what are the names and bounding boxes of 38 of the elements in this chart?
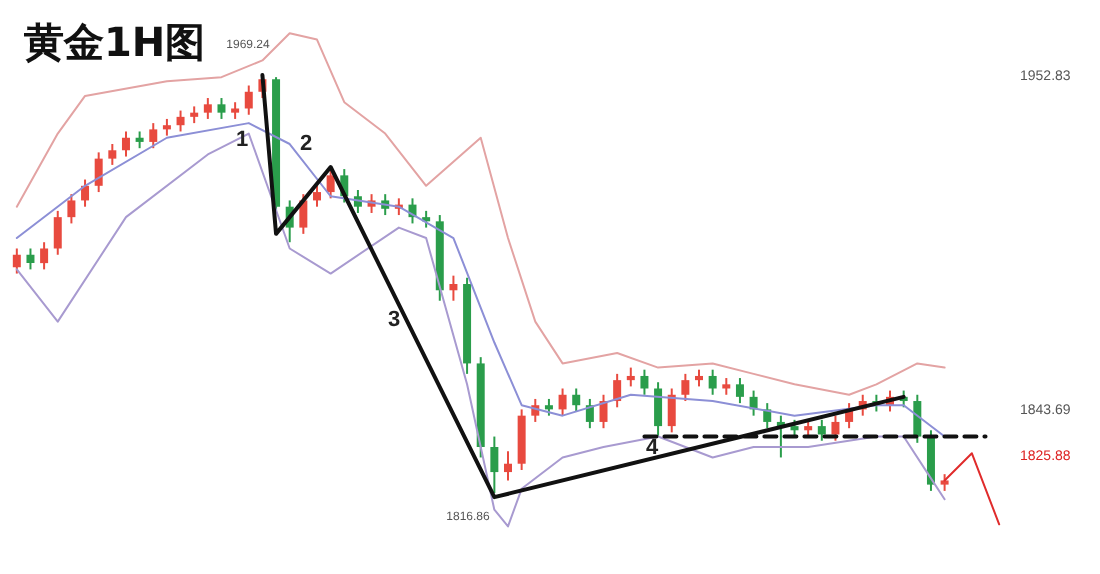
annotation: 2 — [300, 132, 313, 156]
candlestick — [121, 130, 130, 158]
candlestick — [626, 366, 635, 388]
candlestick — [640, 368, 649, 396]
candlestick — [326, 166, 335, 200]
candlestick — [599, 393, 608, 430]
candlestick — [708, 368, 717, 396]
candlestick — [217, 97, 226, 120]
annotation: 1 — [236, 128, 249, 152]
candlestick — [558, 387, 567, 417]
candlestick — [572, 387, 581, 413]
candlestick — [504, 450, 512, 482]
annotation: 3 — [388, 308, 401, 332]
candlestick — [53, 209, 62, 256]
candlestick — [67, 193, 76, 225]
candlestick — [108, 143, 117, 166]
candlestick — [735, 377, 744, 405]
candlestick — [299, 193, 308, 235]
chart-title: 黄金1H图 — [22, 18, 206, 66]
candlestick — [817, 418, 826, 442]
candlestick — [12, 247, 21, 275]
candlestick — [176, 109, 185, 133]
candlestick — [149, 122, 158, 150]
candlestick — [203, 97, 212, 120]
candlestick — [94, 151, 103, 194]
candlestick — [312, 184, 321, 208]
candlestick — [490, 435, 499, 494]
candlestick — [667, 387, 676, 434]
candlestick — [613, 372, 622, 409]
candlestick — [244, 84, 253, 116]
candlestick — [681, 372, 690, 403]
candlestick — [40, 241, 49, 271]
candlestick — [831, 414, 840, 442]
candlestick — [26, 247, 35, 271]
candlestick — [449, 274, 458, 302]
annotation: 4 — [646, 436, 660, 460]
candlestick — [913, 393, 922, 444]
candlestick — [654, 381, 663, 438]
